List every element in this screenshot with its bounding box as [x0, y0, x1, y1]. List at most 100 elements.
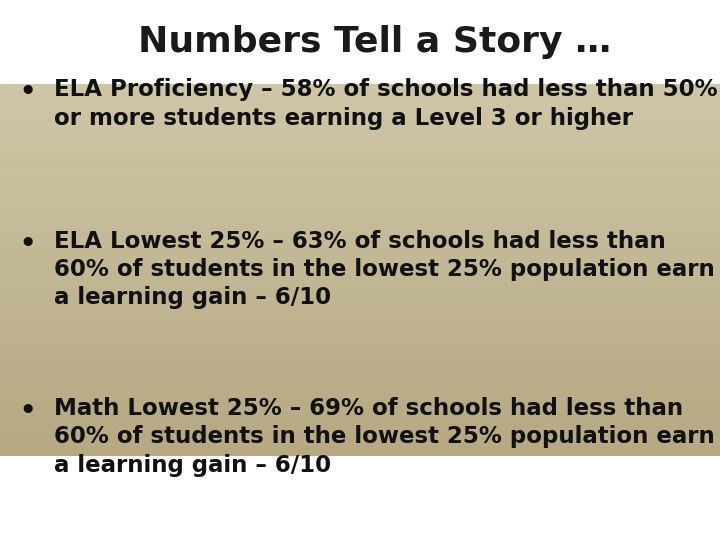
Bar	[0, 18, 720, 23]
Bar	[0, 146, 720, 151]
Bar	[0, 164, 720, 169]
Bar	[0, 82, 720, 87]
Bar	[0, 219, 720, 224]
Bar	[0, 155, 720, 160]
Bar	[0, 415, 720, 420]
Bar	[0, 379, 720, 383]
Bar	[0, 178, 720, 183]
Bar	[0, 160, 720, 164]
Bar	[0, 269, 720, 274]
Bar	[0, 4, 720, 9]
Bar	[0, 169, 720, 173]
Bar	[0, 424, 720, 429]
Bar	[0, 306, 720, 310]
Bar	[0, 114, 720, 119]
Bar	[0, 205, 720, 210]
Bar	[0, 119, 720, 123]
Bar	[0, 50, 720, 55]
Bar	[0, 319, 720, 324]
Bar	[0, 410, 720, 415]
Bar	[0, 260, 720, 265]
Bar	[0, 246, 720, 251]
Text: ELA Lowest 25% – 63% of schools had less than
60% of students in the lowest 25% : ELA Lowest 25% – 63% of schools had less…	[54, 230, 715, 309]
Bar	[0, 374, 720, 379]
Bar	[0, 310, 720, 315]
Bar	[0, 201, 720, 205]
Bar	[0, 338, 720, 342]
Bar	[0, 100, 720, 105]
Bar	[0, 315, 720, 319]
Text: •: •	[18, 397, 37, 426]
Bar	[0, 365, 720, 369]
Bar	[0, 73, 720, 78]
Bar	[0, 214, 720, 219]
Bar	[0, 434, 720, 438]
Bar	[0, 255, 720, 260]
Bar	[0, 274, 720, 278]
Bar	[0, 296, 720, 301]
Bar	[0, 397, 720, 402]
Bar	[0, 452, 720, 456]
Text: Math Lowest 25% – 69% of schools had less than
60% of students in the lowest 25%: Math Lowest 25% – 69% of schools had les…	[54, 397, 715, 477]
Bar	[0, 23, 720, 28]
Bar	[0, 187, 720, 192]
Bar	[0, 141, 720, 146]
Bar	[0, 45, 720, 50]
Bar	[0, 420, 720, 424]
Bar	[0, 32, 720, 37]
Bar	[0, 406, 720, 410]
Bar	[0, 0, 720, 4]
Bar	[0, 91, 720, 96]
Text: ELA Proficiency – 58% of schools had less than 50%
or more students earning a Le: ELA Proficiency – 58% of schools had les…	[54, 78, 718, 130]
Bar	[0, 28, 720, 32]
Bar	[0, 347, 720, 352]
Bar	[0, 233, 720, 237]
Text: •: •	[18, 78, 37, 107]
Bar	[0, 123, 720, 128]
Bar	[0, 287, 720, 292]
Bar	[0, 352, 720, 356]
Bar	[0, 383, 720, 388]
Bar	[0, 388, 720, 393]
Bar	[0, 283, 720, 287]
Bar	[0, 292, 720, 296]
Bar	[0, 55, 720, 59]
Bar	[0, 328, 720, 333]
Bar	[0, 224, 720, 228]
Bar	[0, 265, 720, 269]
Bar	[0, 183, 720, 187]
Bar	[0, 96, 720, 100]
Bar	[0, 443, 720, 447]
Bar	[0, 128, 720, 132]
Bar	[0, 447, 720, 452]
Bar	[0, 324, 720, 328]
Text: •: •	[18, 230, 37, 259]
Bar	[0, 59, 720, 64]
Bar	[0, 132, 720, 137]
Bar	[0, 173, 720, 178]
Bar	[0, 137, 720, 141]
Bar	[0, 301, 720, 306]
Bar	[0, 251, 720, 255]
Bar	[0, 192, 720, 196]
Bar	[0, 87, 720, 91]
Bar	[0, 110, 720, 114]
Bar	[0, 37, 720, 41]
Bar	[0, 278, 720, 283]
Bar	[0, 402, 720, 406]
Bar	[0, 342, 720, 347]
Bar	[0, 69, 720, 73]
Bar	[0, 210, 720, 214]
Bar	[0, 369, 720, 374]
Bar	[0, 228, 720, 233]
Bar	[0, 78, 720, 82]
Bar	[0, 14, 720, 18]
Bar	[0, 242, 720, 246]
Bar	[0, 196, 720, 201]
Bar	[0, 237, 720, 242]
Bar	[0, 438, 720, 443]
Bar	[0, 9, 720, 14]
Bar	[0, 41, 720, 45]
Bar	[0, 361, 720, 365]
Text: Numbers Tell a Story …: Numbers Tell a Story …	[138, 25, 611, 59]
